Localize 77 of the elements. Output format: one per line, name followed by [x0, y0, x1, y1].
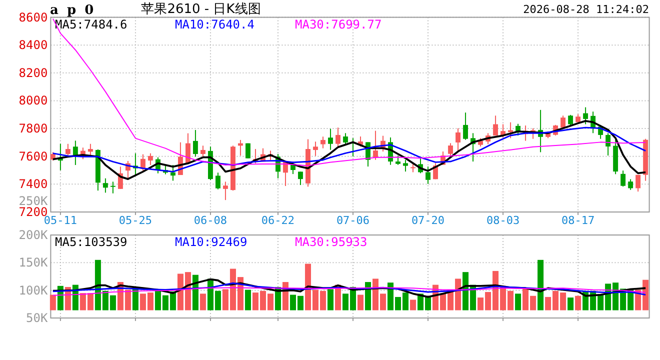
- y-tick-label: 7600: [18, 149, 48, 164]
- x-tick-label: 07-20: [411, 214, 445, 227]
- text: MA10:92469: [175, 235, 248, 249]
- y-tick-label: 8400: [18, 38, 48, 52]
- candlestick: [88, 143, 93, 156]
- y-tick-label: 8200: [18, 66, 48, 80]
- candlestick: [373, 130, 378, 160]
- candlestick: [216, 172, 220, 190]
- text: 2026-08-28 11:24:02: [523, 3, 649, 16]
- candlestick: [456, 128, 460, 153]
- candlestick: [336, 127, 340, 147]
- candlestick: [560, 115, 566, 129]
- x-tick-label: 05-25: [118, 214, 152, 227]
- bar: [244, 290, 251, 310]
- candlestick: [343, 132, 348, 146]
- text: 250K: [18, 194, 48, 208]
- candlestick: [320, 136, 326, 149]
- text: MA5:7484.6: [55, 17, 128, 32]
- bar: [410, 300, 416, 310]
- candlestick: [313, 141, 318, 156]
- candlestick: [328, 128, 333, 150]
- candlestick: [223, 181, 228, 201]
- bar: [200, 294, 206, 310]
- candlestick: [508, 122, 513, 139]
- candlestick: [606, 132, 611, 156]
- candlestick: [72, 140, 78, 166]
- candlestick: [463, 112, 468, 140]
- y-tick-label: 7800: [18, 122, 48, 136]
- x-tick-label: 07-06: [336, 214, 370, 227]
- candlestick: [396, 155, 400, 166]
- chart-title: 苹果2610 - 日K线图: [141, 2, 261, 17]
- x-tick-label: 08-17: [561, 214, 595, 227]
- candlestick: [426, 166, 430, 184]
- y-tick-label: 150K: [18, 256, 48, 270]
- candlestick: [576, 114, 581, 124]
- line-series: [52, 287, 646, 296]
- candlestick: [148, 152, 153, 166]
- bar: [365, 282, 372, 310]
- candlestick: [110, 181, 116, 194]
- y-tick-label: 100K: [18, 283, 48, 298]
- text: MA10:7640.4: [175, 17, 254, 32]
- candlestick: [583, 106, 588, 125]
- text: MA30:95933: [295, 235, 368, 249]
- candlestick: [193, 129, 198, 158]
- candlestick: [620, 170, 626, 188]
- bar: [50, 294, 56, 310]
- annotation: a p 0: [50, 3, 96, 18]
- candlestick: [403, 159, 408, 172]
- bar: [538, 260, 544, 310]
- candlestick: [448, 142, 453, 158]
- x-tick-label: 06-08: [194, 214, 228, 227]
- candlestick: [170, 164, 176, 182]
- candlestick: [298, 171, 303, 186]
- y-tick-label: 7400: [18, 177, 48, 192]
- candlestick: [65, 143, 70, 157]
- bar: [568, 298, 574, 310]
- y-tick-label: 50K: [26, 311, 48, 325]
- x-tick-label: 06-22: [261, 214, 295, 227]
- line-series: [52, 282, 646, 296]
- bar: [327, 289, 334, 310]
- x-tick-label: 08-03: [486, 214, 520, 227]
- candlestick: [246, 142, 250, 159]
- candlestick: [102, 178, 108, 194]
- bar: [358, 294, 364, 310]
- text: MA30:7699.77: [295, 17, 382, 32]
- bar: [515, 294, 522, 310]
- y-tick-label: 200K: [18, 228, 48, 242]
- y-tick-label: 8000: [18, 94, 48, 108]
- candlestick: [628, 178, 634, 190]
- candlestick: [410, 162, 416, 173]
- candlestick: [636, 174, 641, 192]
- y-tick-label: 8600: [18, 10, 48, 24]
- line-series: [52, 278, 646, 298]
- text: MA5:103539: [55, 235, 128, 249]
- bar: [575, 296, 582, 310]
- candlestick: [200, 145, 206, 158]
- candlestick: [493, 115, 498, 136]
